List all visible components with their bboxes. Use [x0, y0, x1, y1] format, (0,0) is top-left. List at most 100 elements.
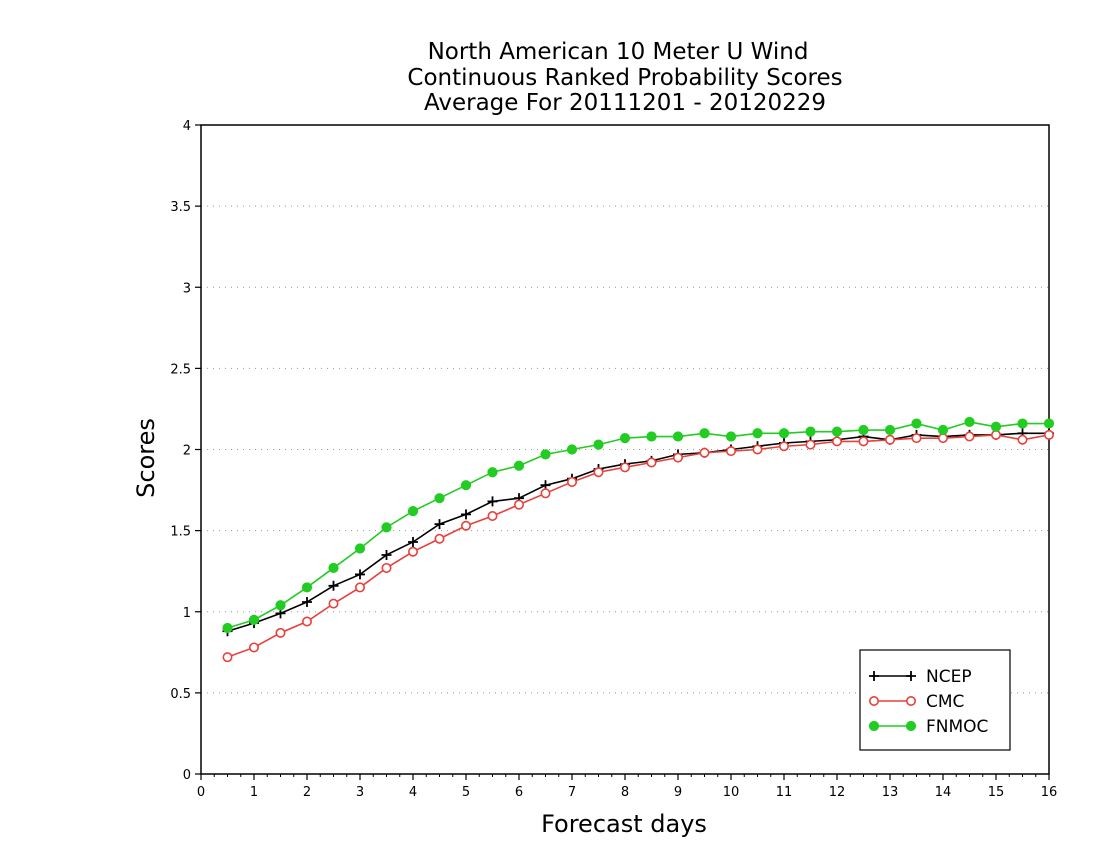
cmc-line: [227, 434, 1050, 658]
x-tick-label: 0: [197, 785, 205, 800]
x-tick-label: 2: [303, 785, 311, 800]
series-fnmoc: [222, 416, 1055, 634]
fnmoc-point: [381, 522, 392, 533]
cmc-point: [460, 520, 471, 531]
fnmoc-point: [354, 543, 366, 554]
legend-fnmoc-label: FNMOC: [926, 717, 988, 737]
fnmoc-point: [619, 433, 631, 444]
legend-cmc-label: CMC: [926, 692, 964, 712]
ncep-point: [302, 597, 312, 608]
fnmoc-point: [566, 444, 578, 455]
ncep-line: [227, 432, 1049, 632]
x-axis-label: Forecast days: [541, 810, 707, 838]
ncep-point: [434, 519, 445, 530]
cmc-point: [407, 546, 418, 557]
cmc-point: [805, 439, 816, 450]
fnmoc-point: [1043, 418, 1055, 429]
cmc-point: [222, 652, 233, 663]
fnmoc-point: [487, 467, 498, 478]
fnmoc-line: [227, 421, 1049, 629]
x-tick-label: 11: [776, 785, 793, 800]
y-tick-label: 0: [183, 768, 191, 783]
fnmoc-point: [328, 562, 339, 574]
fnmoc-point: [964, 416, 975, 428]
fnmoc-point: [275, 600, 286, 611]
ncep-point: [461, 509, 471, 520]
fnmoc-point: [1017, 418, 1028, 429]
cmc-point: [593, 467, 604, 478]
fnmoc-point: [434, 493, 445, 504]
axes: 00.511.522.533.540 1 2 3 4 5 6 7 8 9 10 11 12 13 14 15 1…: [170, 119, 1057, 800]
y-tick-label: 4: [183, 119, 191, 134]
y-tick-label: 3: [183, 281, 191, 296]
cmc-point: [884, 434, 895, 445]
cmc-point: [1044, 429, 1055, 440]
chart-title: North American 10 Meter U Wind Continuou…: [407, 39, 842, 116]
fnmoc-point: [752, 428, 763, 439]
cmc-point: [619, 462, 630, 473]
fnmoc-point: [407, 506, 419, 517]
x-tick-label: 9: [674, 785, 682, 800]
cmc-point: [275, 627, 286, 638]
y-tick-label: 3.5: [170, 200, 191, 215]
chart-title-line-3: Average For 20111201 - 20120229: [424, 90, 826, 116]
fnmoc-point: [540, 449, 551, 460]
chart-title-line-2: Continuous Ranked Probability Scores: [407, 65, 842, 91]
cmc-point: [752, 444, 763, 455]
x-tick-label: 1: [250, 785, 258, 800]
fnmoc-point: [460, 480, 472, 491]
x-tick-label: 10: [723, 785, 740, 800]
cmc-point: [937, 433, 948, 444]
x-tick-label: 8: [621, 785, 629, 800]
y-axis-label: Scores: [132, 418, 160, 498]
fnmoc-point: [513, 460, 525, 471]
x-tick-label: 15: [988, 785, 1005, 800]
series-ncep: [222, 428, 1054, 637]
cmc-point: [699, 447, 710, 458]
cmc-point: [540, 488, 551, 499]
ncep-point: [487, 496, 498, 507]
cmc-point: [513, 499, 524, 510]
cmc-point: [725, 446, 736, 457]
cmc-point: [858, 436, 869, 447]
cmc-point: [778, 441, 789, 452]
cmc-point: [990, 429, 1001, 440]
cmc-point: [249, 642, 260, 653]
x-tick-label: 12: [829, 785, 846, 800]
cmc-point: [831, 436, 842, 447]
y-tick-label: 0.5: [170, 687, 191, 702]
fnmoc-point: [672, 431, 684, 442]
ncep-point: [355, 569, 365, 580]
fnmoc-point: [805, 426, 816, 437]
fnmoc-point: [725, 431, 737, 442]
ncep-point: [408, 536, 418, 547]
x-tick-label: 7: [568, 785, 576, 800]
x-tick-label: 13: [882, 785, 899, 800]
x-tick-label: 6: [515, 785, 523, 800]
y-tick-label: 2: [183, 444, 191, 459]
legend-box: [859, 649, 1011, 751]
fnmoc-point: [990, 421, 1002, 432]
cmc-point: [672, 452, 683, 463]
fnmoc-point: [248, 614, 260, 625]
y-tick-label: 1: [183, 606, 191, 621]
cmc-point: [566, 476, 577, 487]
cmc-point: [301, 616, 312, 627]
ncep-point: [328, 580, 339, 591]
x-tick-label: 3: [356, 785, 364, 800]
fnmoc-point: [911, 418, 922, 429]
fnmoc-point: [646, 431, 657, 442]
series: [222, 416, 1055, 663]
fnmoc-point: [593, 439, 604, 450]
fnmoc-point: [222, 622, 233, 634]
ncep-point: [381, 549, 392, 560]
cmc-point: [328, 598, 339, 609]
y-tick-label: 1.5: [170, 525, 191, 540]
fnmoc-point: [301, 582, 313, 593]
fnmoc-point: [858, 424, 869, 436]
fnmoc-point: [937, 424, 949, 436]
fnmoc-point: [884, 424, 896, 436]
x-tick-label: 5: [462, 785, 470, 800]
legend-cmc-marker: [905, 695, 916, 706]
